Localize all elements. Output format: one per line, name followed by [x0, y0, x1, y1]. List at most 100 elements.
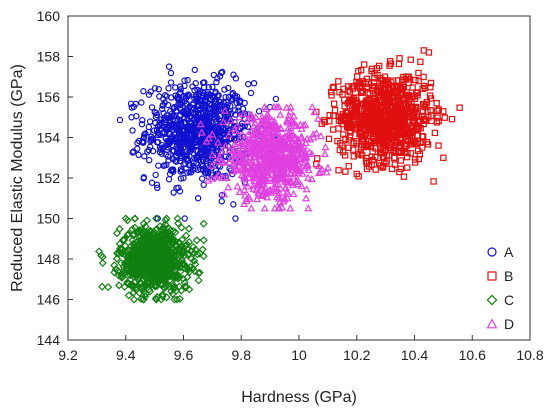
x-tick-label: 10 — [291, 347, 307, 363]
point-a — [221, 130, 228, 137]
point-a — [219, 68, 226, 76]
point-b — [386, 62, 393, 69]
point-d — [289, 112, 298, 120]
point-b — [441, 114, 448, 121]
point-b — [414, 147, 422, 154]
point-d — [246, 111, 255, 119]
point-d — [294, 164, 303, 172]
point-d — [272, 149, 281, 157]
point-c — [161, 281, 170, 290]
point-d — [308, 102, 317, 111]
point-d — [287, 116, 296, 124]
point-a — [171, 103, 178, 111]
point-c — [130, 295, 139, 304]
point-c — [171, 228, 180, 237]
point-d — [288, 117, 297, 125]
point-b — [377, 91, 384, 99]
point-b — [330, 126, 337, 133]
point-a — [172, 124, 179, 132]
point-a — [163, 93, 170, 100]
point-d — [280, 132, 290, 140]
point-a — [212, 167, 220, 174]
point-d — [244, 130, 253, 138]
series-d — [196, 102, 332, 212]
point-b — [335, 125, 342, 132]
point-a — [139, 116, 146, 124]
point-d — [260, 204, 269, 212]
point-d — [254, 188, 263, 196]
point-d — [253, 146, 262, 154]
point-a — [245, 80, 252, 88]
point-b — [393, 139, 401, 147]
y-tick-label: 160 — [37, 8, 61, 24]
point-c — [159, 237, 168, 246]
point-a — [181, 110, 188, 118]
point-b — [416, 151, 424, 158]
point-d — [252, 145, 261, 154]
point-b — [377, 162, 384, 169]
point-d — [247, 127, 256, 136]
point-a — [178, 139, 185, 146]
point-d — [252, 174, 261, 182]
point-a — [172, 84, 179, 91]
point-c — [168, 238, 177, 247]
point-d — [270, 186, 279, 194]
point-d — [272, 158, 281, 167]
point-c — [118, 270, 127, 279]
point-b — [417, 58, 424, 65]
point-a — [177, 150, 184, 157]
point-c — [159, 223, 168, 232]
point-d — [314, 114, 323, 122]
point-a — [166, 118, 174, 125]
point-b — [419, 107, 427, 114]
point-d — [244, 192, 253, 200]
point-a — [222, 153, 230, 160]
point-a — [170, 155, 177, 163]
point-b — [364, 132, 372, 139]
point-c — [123, 216, 132, 225]
point-b — [331, 106, 339, 114]
point-b — [435, 142, 442, 149]
point-c — [138, 257, 147, 266]
point-a — [203, 151, 210, 159]
point-a — [210, 111, 218, 118]
point-c — [199, 252, 208, 261]
point-c — [190, 256, 199, 265]
point-a — [145, 91, 153, 98]
point-c — [141, 230, 151, 239]
point-d — [213, 138, 222, 146]
point-a — [218, 69, 225, 76]
point-d — [315, 168, 324, 177]
point-b — [402, 94, 409, 102]
point-c — [183, 264, 193, 273]
point-a — [191, 66, 198, 74]
point-c — [179, 247, 188, 256]
point-a — [190, 160, 197, 167]
point-d — [241, 191, 250, 199]
point-a — [236, 99, 243, 106]
point-d — [323, 163, 332, 171]
point-a — [165, 130, 173, 138]
point-c — [163, 262, 172, 271]
point-a — [225, 84, 232, 92]
point-d — [249, 144, 258, 153]
point-c — [165, 231, 174, 240]
point-b — [365, 96, 372, 104]
point-d — [270, 204, 279, 212]
point-a — [213, 78, 220, 86]
point-b — [325, 135, 333, 143]
point-d — [233, 182, 242, 190]
point-c — [113, 249, 122, 258]
point-b — [380, 108, 388, 115]
point-b — [411, 156, 419, 163]
point-a — [174, 138, 182, 146]
point-b — [337, 140, 344, 147]
point-c — [137, 248, 146, 258]
point-a — [247, 89, 255, 97]
point-d — [278, 134, 287, 142]
point-b — [358, 88, 365, 96]
point-d — [260, 125, 269, 133]
point-b — [407, 56, 414, 63]
